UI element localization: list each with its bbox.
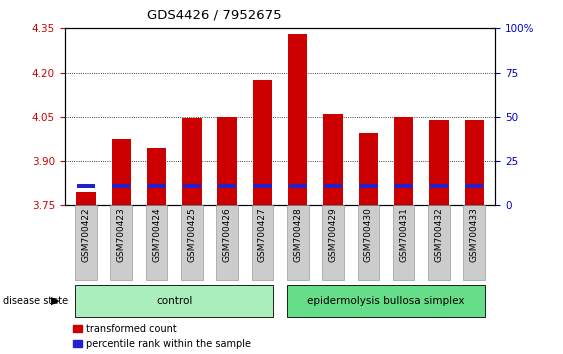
Text: epidermolysis bullosa simplex: epidermolysis bullosa simplex	[307, 296, 464, 306]
Bar	[111, 139, 131, 205]
Bar	[110, 205, 132, 280]
Text: GSM700428: GSM700428	[293, 207, 302, 262]
Bar	[359, 133, 378, 205]
Bar	[465, 184, 484, 188]
Text: GSM700431: GSM700431	[399, 207, 408, 262]
Text: GSM700433: GSM700433	[470, 207, 479, 262]
Bar	[287, 205, 309, 280]
Text: GSM700424: GSM700424	[152, 207, 161, 262]
Bar	[395, 184, 413, 188]
Text: GDS4426 / 7952675: GDS4426 / 7952675	[146, 9, 282, 22]
Bar	[288, 184, 307, 188]
Bar	[358, 205, 379, 280]
Bar	[287, 285, 485, 317]
Text: GSM700427: GSM700427	[258, 207, 267, 262]
Bar	[323, 114, 343, 205]
Legend: transformed count, percentile rank within the sample: transformed count, percentile rank withi…	[70, 320, 255, 353]
Text: control: control	[156, 296, 193, 306]
Bar	[182, 118, 202, 205]
Text: GSM700425: GSM700425	[187, 207, 196, 262]
Text: disease state: disease state	[3, 296, 68, 306]
Bar	[181, 205, 203, 280]
Bar	[217, 117, 237, 205]
Bar	[146, 205, 167, 280]
Bar	[393, 205, 414, 280]
Bar	[216, 205, 238, 280]
Bar	[112, 184, 131, 188]
Bar	[75, 205, 97, 280]
Text: GSM700423: GSM700423	[117, 207, 126, 262]
Bar	[324, 184, 342, 188]
Bar	[394, 117, 413, 205]
Text: GSM700430: GSM700430	[364, 207, 373, 262]
Bar	[322, 205, 344, 280]
Bar	[288, 34, 307, 205]
Bar	[359, 184, 378, 188]
Bar	[464, 120, 484, 205]
Bar	[147, 148, 166, 205]
Bar	[428, 205, 450, 280]
Bar	[463, 205, 485, 280]
Bar	[253, 80, 272, 205]
Text: GSM700426: GSM700426	[222, 207, 231, 262]
Bar	[77, 184, 95, 188]
Bar	[429, 120, 449, 205]
Bar	[218, 184, 236, 188]
Text: GSM700429: GSM700429	[329, 207, 338, 262]
Text: GSM700432: GSM700432	[435, 207, 444, 262]
Bar	[253, 184, 272, 188]
Text: GSM700422: GSM700422	[82, 207, 91, 262]
Bar	[75, 285, 273, 317]
Bar	[252, 205, 273, 280]
Bar	[76, 192, 96, 205]
Bar	[148, 184, 166, 188]
Bar	[430, 184, 448, 188]
Bar	[182, 184, 201, 188]
Text: ▶: ▶	[51, 296, 59, 306]
